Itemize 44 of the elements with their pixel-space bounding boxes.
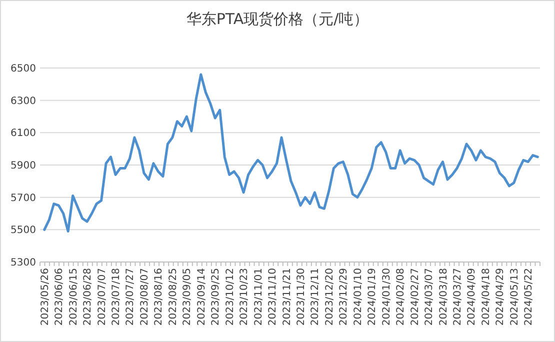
x-tick-label: 2024/02/27: [410, 268, 421, 326]
x-tick-label: 2023/05/26: [40, 268, 51, 326]
y-tick-label: 5500: [10, 225, 36, 236]
line-series: [43, 73, 539, 233]
x-tick-label: 2024/05/13: [509, 268, 520, 326]
y-tick-label: 5300: [10, 258, 36, 268]
y-tick-label: 5900: [10, 160, 36, 172]
x-tick-label: 2023/09/05: [182, 268, 194, 326]
x-tick-label: 2024/02/08: [396, 268, 407, 326]
x-tick-label: 2023/06/15: [68, 268, 80, 326]
x-tick-label: 2023/12/29: [338, 268, 350, 326]
y-tick-label: 5700: [10, 192, 36, 204]
x-tick-label: 2023/10/12: [224, 268, 236, 326]
x-tick-label: 2024/01/30: [381, 268, 392, 326]
x-tick-label: 2023/11/10: [268, 268, 279, 326]
x-tick-label: 2024/05/22: [524, 268, 535, 326]
x-tick-label: 2023/12/11: [310, 268, 322, 326]
x-tick-label: 2023/08/16: [154, 268, 165, 326]
x-tick-label: 2024/01/10: [352, 268, 364, 326]
chart-title: 华东PTA现货价格（元/吨）: [186, 10, 369, 28]
x-tick-label: 2023/06/28: [82, 268, 94, 326]
x-tick-label: 2023/08/25: [168, 268, 179, 326]
x-tick-label: 2023/09/14: [196, 268, 208, 326]
x-tick-label: 2023/08/07: [139, 268, 150, 326]
x-tick-label: 2024/04/29: [495, 268, 506, 326]
x-tick-label: 2024/03/27: [452, 268, 464, 326]
x-tick-label: 2023/07/27: [125, 268, 136, 326]
x-tick-label: 2024/04/09: [466, 268, 478, 326]
x-tick-label: 2023/07/07: [96, 268, 108, 326]
x-tick-label: 2023/12/20: [324, 268, 336, 326]
x-tick-label: 2024/03/07: [424, 268, 436, 326]
y-tick-label: 6300: [10, 96, 36, 107]
y-tick-label: 6500: [10, 64, 36, 74]
x-tick-label: 2024/01/19: [367, 268, 378, 326]
x-tick-label: 2023/07/18: [111, 268, 122, 326]
x-tick-label: 2024/03/18: [438, 268, 450, 326]
x-tick-label: 2024/04/18: [480, 268, 492, 326]
x-tick-label: 2023/10/23: [239, 268, 250, 326]
x-tick-label: 2023/06/06: [54, 268, 66, 326]
x-tick-label: 2023/11/21: [282, 268, 293, 326]
x-tick-label: 2023/09/25: [210, 268, 222, 326]
x-tick-label: 2023/11/01: [253, 268, 264, 326]
x-tick-label: 2023/11/30: [296, 268, 307, 326]
y-tick-label: 6100: [10, 128, 36, 140]
